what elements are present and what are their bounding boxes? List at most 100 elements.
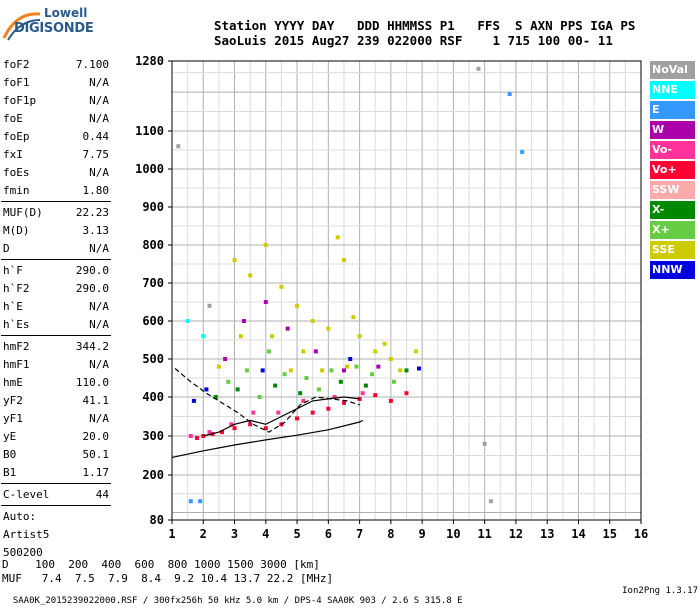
echo-point — [382, 341, 387, 346]
param-name: h`F — [3, 264, 23, 277]
param-row-c-level: C-level 44 — [1, 486, 111, 504]
legend-item-vo-: Vo+ — [650, 160, 695, 179]
x-tick-label: 5 — [293, 527, 300, 541]
param-value: 22.23 — [75, 206, 109, 219]
trace-lines — [171, 368, 363, 458]
echo-point — [335, 235, 340, 240]
header-line-2: SaoLuis 2015 Aug27 239 022000 RSF 1 715 … — [214, 33, 613, 48]
scaled-parameters-panel: foF2 7.100 foF1 N/A foF1p N/A foE N/A foEp 0.44 fx… — [1, 56, 111, 562]
echo-point — [360, 391, 365, 396]
param-value: 3.13 — [82, 224, 110, 237]
echo-point — [310, 319, 315, 323]
legend-item-nne: NNE — [650, 80, 695, 99]
echo-point — [185, 319, 190, 323]
echo-point — [341, 368, 346, 373]
divider — [1, 505, 111, 506]
echo-point — [373, 349, 378, 354]
param-row-h-f: h`F 290.0 — [1, 262, 111, 280]
file-info-text: SAA0K_2015239022000.RSF / 300fx256h 50 k… — [12, 596, 463, 606]
x-tick-label: 3 — [231, 527, 238, 541]
x-tick-label: 8 — [387, 527, 394, 541]
profile-trace-lower — [171, 419, 363, 458]
plot-frame — [171, 60, 642, 521]
x-tick-label: 11 — [477, 527, 491, 541]
param-value: 7.75 — [82, 148, 110, 161]
series-nnw — [191, 357, 422, 403]
param-value: N/A — [89, 242, 109, 255]
param-value: N/A — [89, 412, 109, 425]
legend-item-vo-: Vo- — [650, 140, 695, 159]
series-sse — [216, 235, 418, 373]
legend-item-nnw: NNW — [650, 260, 695, 279]
echo-point — [241, 319, 246, 323]
autoscaling-version: 500200 — [3, 546, 43, 559]
series-nne — [185, 319, 206, 339]
echo-point — [288, 368, 293, 373]
series-x- — [213, 368, 409, 399]
echo-point — [413, 349, 418, 354]
param-row-fof1p: foF1p N/A — [1, 92, 111, 110]
station-header: Station YYYY DAY DDD HHMMSS P1 FFS S AXN… — [214, 18, 635, 48]
muf-row: MUF 7.4 7.5 7.9 8.4 9.2 10.4 13.7 22.2 [… — [2, 572, 334, 585]
param-group-muf: MUF(D) 22.23 M(D) 3.13 D N/A — [1, 204, 111, 258]
echo-point — [223, 357, 228, 361]
y-tick-label: 700 — [142, 276, 164, 290]
param-value: N/A — [89, 358, 109, 371]
echo-point — [198, 499, 203, 504]
x-tick-label: 10 — [446, 527, 460, 541]
param-value: 41.1 — [82, 394, 110, 407]
param-group-virtual-heights: h`F 290.0 h`F2 290.0 h`E N/A h`Es N/A — [1, 262, 111, 334]
param-name: h`E — [3, 300, 23, 313]
param-name: h`Es — [3, 318, 30, 331]
param-value: 7.100 — [75, 58, 109, 71]
echo-point — [320, 368, 325, 373]
y-tick-label: 300 — [142, 429, 164, 443]
param-name: C-level — [3, 488, 50, 501]
echo-point — [301, 398, 306, 403]
echo-point — [348, 357, 353, 361]
y-tick-label: 400 — [142, 390, 164, 404]
param-name: yF2 — [3, 394, 23, 407]
echo-point — [285, 326, 290, 331]
echo-point — [388, 398, 393, 403]
echo-point — [263, 426, 268, 431]
y-tick-label: 900 — [142, 200, 164, 214]
divider — [1, 201, 111, 202]
echo-point — [276, 410, 281, 415]
echo-point — [232, 258, 237, 263]
param-group-critical-frequencies: foF2 7.100 foF1 N/A foF1p N/A foE N/A foEp 0.44 fx… — [1, 56, 111, 200]
x-tick-label: 13 — [540, 527, 554, 541]
param-name: foEs — [3, 166, 30, 179]
param-row-b0: B0 50.1 — [1, 446, 111, 464]
distance-row: D 100 200 400 600 800 1000 1500 3000 [km… — [2, 558, 320, 571]
echo-point — [391, 379, 396, 384]
echo-point — [282, 372, 287, 377]
echo-point — [251, 410, 256, 415]
profile-trace-mid — [203, 396, 360, 437]
legend-item-w: W — [650, 120, 695, 139]
echo-point — [351, 315, 356, 320]
param-name: M(D) — [3, 224, 30, 237]
logo-swoosh-icon — [2, 12, 41, 41]
echo-point — [310, 410, 315, 415]
echo-point — [213, 395, 218, 399]
echo-point — [341, 258, 346, 263]
echo-point — [279, 284, 284, 289]
echo-point — [520, 149, 525, 154]
x-axis-ticks: 1 2 3 4 5 6 7 8 9 10 11 12 13 14 15 16 — [168, 520, 648, 541]
echo-point — [295, 303, 300, 308]
param-name: foF2 — [3, 58, 30, 71]
echo-point — [398, 368, 403, 373]
echo-points — [176, 66, 525, 504]
param-value: 110.0 — [75, 376, 109, 389]
echo-point — [260, 368, 265, 373]
series-noval — [176, 66, 493, 504]
echo-point — [354, 364, 359, 369]
param-row-foe: foE N/A — [1, 110, 111, 128]
echo-point — [204, 387, 209, 392]
param-value: 290.0 — [75, 264, 109, 277]
legend-item-x-: X+ — [650, 220, 695, 239]
echo-point — [235, 387, 240, 392]
software-version: Ion2Png 1.3.17 — [622, 586, 698, 596]
y-tick-label: 1100 — [135, 124, 164, 138]
